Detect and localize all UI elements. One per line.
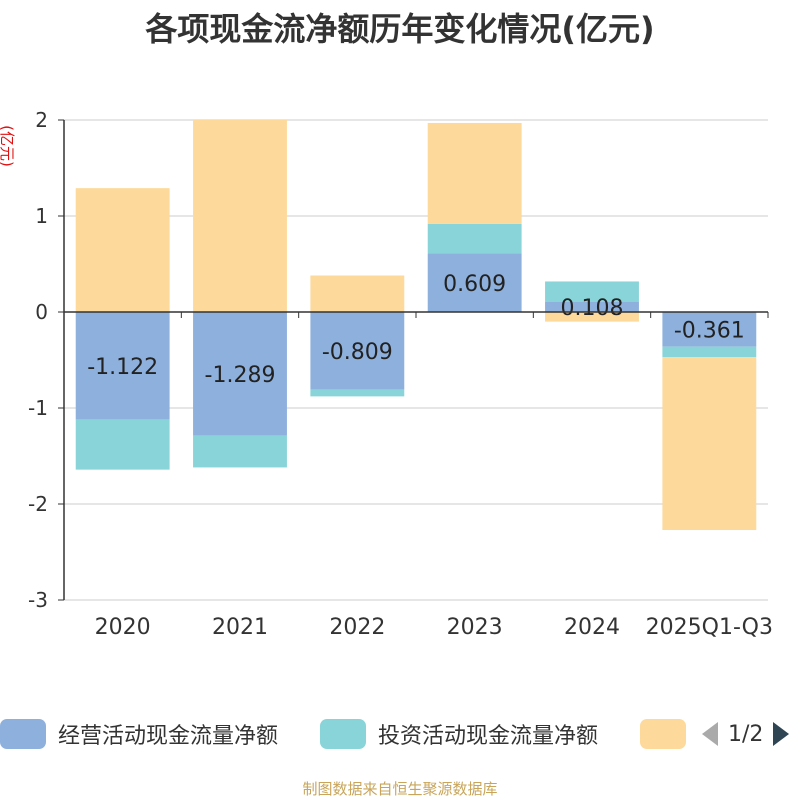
- source-note: 制图数据来自恒生聚源数据库: [302, 780, 498, 798]
- chart-title: 各项现金流净额历年变化情况(亿元): [145, 10, 655, 48]
- bar-s1-2025Q1-Q3: [662, 346, 757, 358]
- data-label-2025Q1-Q3: -0.361: [674, 318, 745, 343]
- bar-s2-2020: [75, 188, 170, 312]
- bar-s2-2022: [310, 275, 405, 312]
- bar-s1-2023: [427, 223, 522, 254]
- bar-s2-2025Q1-Q3: [662, 357, 757, 531]
- x-tick-label-2024: 2024: [564, 615, 620, 640]
- bar-s1-2020: [75, 419, 170, 470]
- y-tick-label-2: 0: [35, 300, 48, 324]
- legend-swatch-financing: [640, 719, 686, 749]
- legend: 经营活动现金流量净额 投资活动现金流量净额 1/2: [0, 716, 800, 756]
- y-tick-label-5: -3: [28, 588, 48, 612]
- bar-s2-2024: [545, 312, 639, 322]
- plot-area: 2 1 0 -1 -2 -3 (亿元) -1.122 -1.289 -0.809 0.609 0.10…: [0, 108, 773, 640]
- legend-page-indicator: 1/2: [728, 721, 764, 747]
- bar-s2-2021: [193, 120, 287, 312]
- y-tick-label-4: -2: [28, 492, 48, 516]
- x-tick-label-2025Q1-Q3: 2025Q1-Q3: [646, 615, 773, 640]
- bar-s0-2020: [75, 312, 170, 420]
- bar-s1-2022: [310, 389, 405, 397]
- bar-s0-2025Q1-Q3: [662, 312, 757, 347]
- y-axis-label: (亿元): [0, 125, 16, 167]
- legend-swatch-investing: [320, 719, 366, 749]
- bar-s0-2023: [427, 253, 522, 312]
- y-tick-label-1: 1: [35, 204, 48, 228]
- bar-s0-2022: [310, 312, 405, 390]
- x-tick-label-2022: 2022: [329, 615, 385, 640]
- data-label-2021: -1.289: [205, 363, 276, 388]
- legend-item-financing[interactable]: [640, 716, 686, 752]
- bar-s0-2024: [545, 301, 639, 312]
- bar-s1-2024: [545, 281, 639, 302]
- legend-next-icon[interactable]: [771, 720, 791, 748]
- y-tick-label-3: -1: [28, 396, 48, 420]
- data-label-2020: -1.122: [87, 355, 158, 380]
- legend-item-investing[interactable]: 投资活动现金流量净额: [320, 716, 598, 752]
- data-label-2024: 0.108: [561, 296, 624, 321]
- legend-prev-icon[interactable]: [700, 720, 720, 748]
- x-tick-label-2023: 2023: [447, 615, 503, 640]
- bar-s1-2021: [193, 435, 287, 468]
- data-label-2022: -0.809: [322, 340, 393, 365]
- data-label-2023: 0.609: [443, 272, 506, 297]
- legend-pager: 1/2: [700, 716, 791, 752]
- y-tick-label-0: 2: [35, 108, 48, 132]
- legend-item-operating[interactable]: 经营活动现金流量净额: [0, 716, 278, 752]
- legend-swatch-operating: [0, 719, 46, 749]
- bar-s0-2021: [193, 312, 287, 436]
- legend-label-investing: 投资活动现金流量净额: [378, 724, 599, 749]
- x-tick-label-2021: 2021: [212, 615, 268, 640]
- x-tick-label-2020: 2020: [95, 615, 151, 640]
- legend-label-operating: 经营活动现金流量净额: [58, 724, 279, 749]
- bar-s2-2023: [427, 122, 522, 224]
